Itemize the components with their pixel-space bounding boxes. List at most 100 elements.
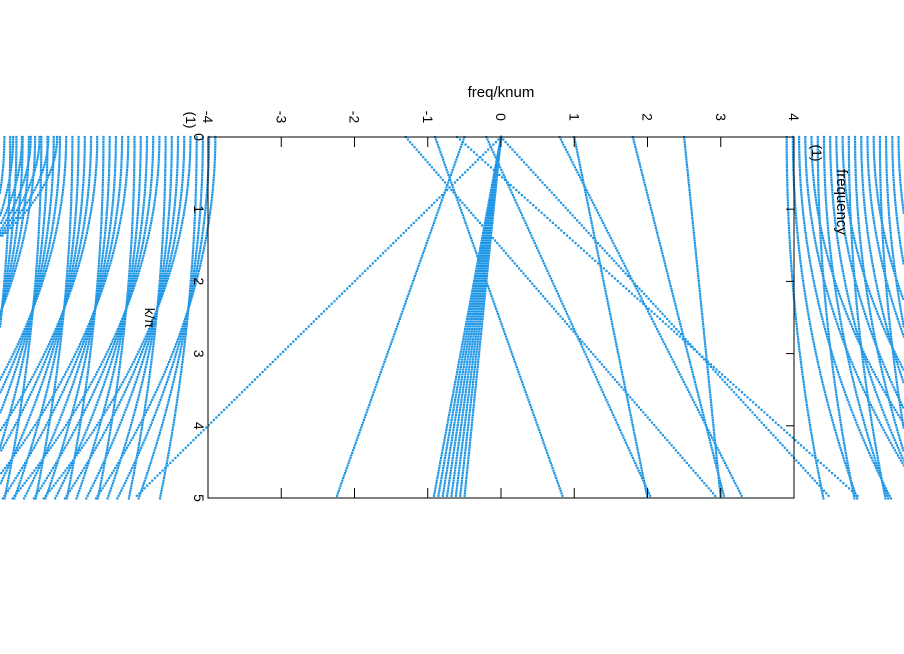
band-left-point (81, 189, 84, 192)
band-left-point (15, 446, 18, 449)
band-left-point (21, 219, 24, 222)
band-left-point (108, 231, 111, 235)
band-right-point (845, 466, 848, 470)
band-right-point (785, 141, 788, 144)
band-left-point (118, 183, 122, 187)
band-right-point (815, 461, 818, 465)
band-left-point (168, 199, 171, 202)
band-left-point (7, 209, 10, 212)
band-left-point (63, 386, 66, 389)
band-right-point (807, 312, 810, 315)
band-left-point (55, 348, 58, 351)
band-left-point (68, 421, 71, 424)
band-left-point (26, 338, 29, 341)
band-left-point (114, 151, 117, 154)
band-left-point (78, 224, 81, 227)
band-left-point (20, 401, 23, 404)
band-right-point (849, 406, 852, 409)
band-left-point (129, 487, 132, 490)
band-left-point (164, 386, 167, 389)
band-left-point (17, 401, 20, 404)
band-right-point (805, 171, 808, 174)
band-left-point (122, 333, 125, 336)
band-right-point (902, 464, 904, 467)
band-left-point (5, 277, 8, 280)
band-left-point (72, 406, 75, 409)
band-left-point (134, 264, 137, 267)
band-left-point (64, 403, 67, 406)
band-left-point (28, 322, 31, 326)
band-left-point (43, 451, 46, 454)
band-left-point (49, 239, 52, 242)
band-right-point (824, 393, 827, 396)
band-left-point (137, 272, 140, 275)
band-left-point (28, 451, 31, 454)
band-left-point (110, 487, 113, 490)
band-left-point (98, 254, 101, 257)
band-left-point (45, 348, 48, 351)
band-left-point (68, 229, 71, 232)
band-left-point (132, 196, 135, 199)
band-left-point (100, 206, 104, 209)
band-right-point (807, 194, 810, 197)
band-left-point (11, 269, 14, 272)
band-left-point (143, 338, 146, 341)
band-left-point (102, 158, 105, 161)
band-left-point (70, 282, 73, 285)
band-left-point (207, 153, 210, 156)
band-left-point (160, 249, 164, 252)
band-right-point (797, 242, 800, 245)
band-left-point (135, 269, 138, 272)
band-left-point (126, 436, 129, 439)
band-left-point (110, 259, 113, 262)
band-left-point (52, 484, 55, 487)
band-left-point (59, 340, 62, 343)
band-right-point (800, 199, 803, 202)
band-left-point (47, 343, 51, 346)
band-right-point (808, 201, 811, 204)
band-left-point (114, 143, 117, 146)
band-right-point (841, 302, 844, 305)
band-left-point (0, 315, 2, 318)
band-left-point (121, 209, 124, 212)
band-left-point (127, 474, 130, 477)
band-left-point (53, 335, 56, 338)
band-right-point (791, 138, 794, 141)
band-left-point (98, 287, 101, 290)
band-left-point (26, 216, 29, 219)
band-left-point (120, 156, 123, 159)
band-left-point (6, 393, 9, 396)
band-left-point (117, 338, 120, 341)
band-left-point (182, 350, 185, 353)
band-left-point (23, 466, 26, 470)
band-left-point (100, 216, 103, 219)
band-left-point (168, 247, 171, 250)
band-left-point (88, 355, 91, 358)
band-left-point (108, 421, 111, 424)
band-left-point (76, 269, 79, 272)
band-left-point (202, 249, 205, 252)
band-left-point (49, 355, 52, 358)
band-left-point (150, 216, 154, 219)
band-left-point (70, 183, 73, 187)
band-left-point (86, 426, 89, 429)
band-left-point (120, 168, 123, 171)
band-left-point (137, 242, 141, 245)
band-right-point (788, 239, 791, 242)
band-left-point (195, 249, 198, 252)
band-left-point (154, 328, 157, 331)
band-left-point (19, 368, 22, 371)
band-left-point (102, 368, 105, 371)
band-left-point (112, 231, 115, 235)
band-left-point (161, 237, 164, 240)
band-right-point (822, 322, 825, 326)
band-right-point (871, 459, 874, 462)
band-left-point (197, 269, 200, 272)
band-left-point (21, 151, 24, 154)
band-left-point (103, 408, 106, 411)
band-left-point (164, 178, 167, 182)
band-left-point (96, 146, 99, 149)
band-left-point (74, 214, 77, 217)
band-left-point (176, 244, 179, 247)
band-left-point (21, 242, 24, 245)
